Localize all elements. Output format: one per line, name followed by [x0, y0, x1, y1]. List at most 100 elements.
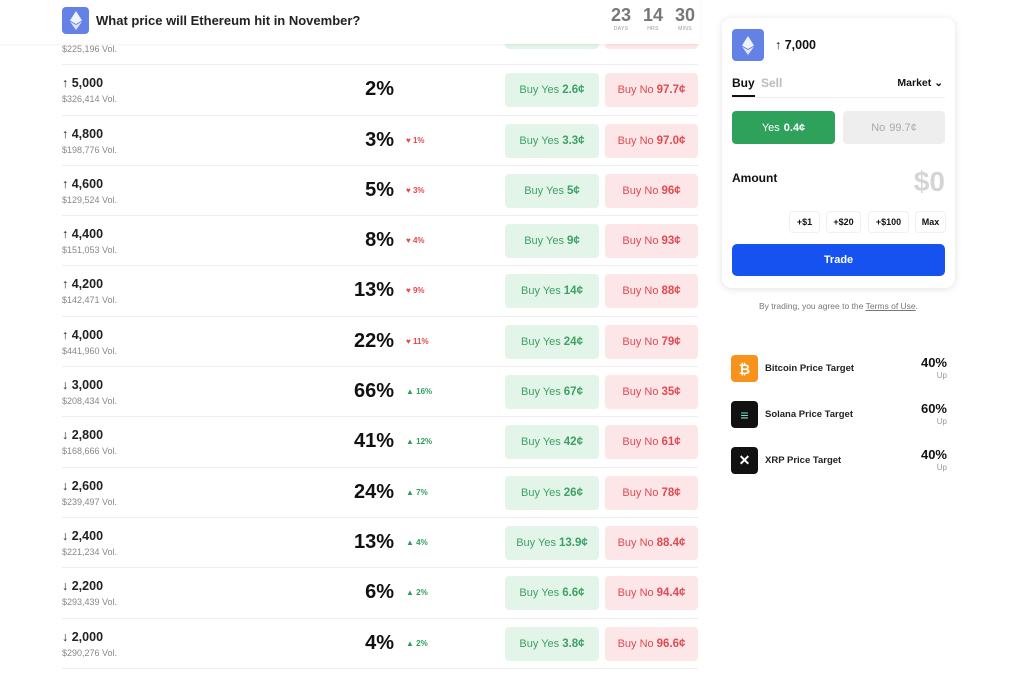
buy-no-button[interactable]: Buy No 35¢ [605, 375, 698, 410]
volume: $198,776 Vol. [62, 144, 118, 155]
table-row[interactable]: ↓ 2,400 $221,234 Vol. 13% ▲ 4% Buy Yes 13… [62, 518, 698, 569]
buy-yes-button[interactable]: Buy Yes 2.6¢ [505, 73, 599, 108]
tab-sell[interactable]: Sell [761, 76, 783, 90]
trade-panel: ↑ 7,000 Buy Sell Market ⌄ Yes 0.4¢ No 99.7… [722, 18, 955, 288]
tab-buy[interactable]: Buy [732, 76, 755, 97]
probability: 4% [365, 631, 394, 654]
terms-link[interactable]: Terms of Use [865, 301, 916, 311]
triangle-up-icon: ▲ [406, 638, 414, 648]
volume: $290,276 Vol. [62, 647, 118, 658]
countdown-mins: 30 MINS [674, 5, 696, 32]
buy-no-button[interactable]: Buy No 97.0¢ [605, 123, 698, 158]
market-header: What price will Ethereum hit in November… [0, 0, 700, 44]
add-1-button[interactable]: +$1 [789, 211, 820, 233]
change-indicator: ▲ 12% [406, 437, 433, 447]
table-row[interactable]: ↓ 2,800 $168,666 Vol. 41% ▲ 12% Buy Yes 4… [62, 417, 698, 468]
change-indicator: ▲ 4% [406, 537, 428, 547]
market-name: XRP Price Target [765, 455, 842, 466]
change-indicator: ♥ 11% [406, 336, 429, 346]
selected-outcome: ↑ 7,000 [775, 38, 817, 52]
no-option-button[interactable]: No 99.7¢ [843, 111, 945, 144]
market-probability: 40% [920, 355, 947, 370]
market-probability: 40% [920, 447, 947, 462]
table-row[interactable]: ↓ 2,600 $239,497 Vol. 24% ▲ 7% Buy Yes 26… [62, 468, 698, 518]
xrp-icon: ✕ [731, 447, 758, 474]
buy-yes-button[interactable]: Buy Yes 67¢ [505, 375, 599, 410]
table-row[interactable]: ↓ 2,200 $293,439 Vol. 6% ▲ 2% Buy Yes 6.6… [62, 568, 698, 619]
price-target: ↑ 4,800 [62, 126, 104, 141]
amount-input[interactable]: $0 [913, 166, 945, 197]
probability: 66% [353, 380, 394, 403]
buy-yes-button[interactable]: Buy Yes 26¢ [505, 475, 599, 510]
table-row[interactable]: ↑ 4,200 $142,471 Vol. 13% ♥ 9% Buy Yes 14… [62, 266, 698, 317]
terms-notice: By trading, you agree to the Terms of Us… [758, 301, 919, 311]
buy-no-button[interactable]: Buy No 96¢ [605, 173, 698, 208]
change-indicator: ▲ 7% [406, 487, 428, 497]
outcome-table: $225,196 Vol. ↑ 5,000 $326,414 Vol. 2% B… [62, 11, 698, 669]
chevron-down-icon: ⌄ [934, 77, 943, 89]
table-row[interactable]: ↓ 2,000 $290,276 Vol. 4% ▲ 2% Buy Yes 3.8… [62, 619, 698, 669]
table-row[interactable]: ↑ 4,600 $129,524 Vol. 5% ♥ 3% Buy Yes 5¢ … [62, 166, 698, 217]
volume: $151,053 Vol. [62, 245, 118, 256]
market-direction: Up [936, 463, 947, 472]
volume: $239,497 Vol. [62, 496, 118, 507]
add-100-button[interactable]: +$100 [868, 211, 909, 233]
probability: 41% [353, 430, 394, 453]
market-name: Solana Price Target [765, 409, 853, 420]
buy-no-button[interactable]: Buy No 88.4¢ [605, 525, 698, 560]
buy-no-button[interactable]: Buy No 96.6¢ [605, 626, 698, 661]
probability: 2% [365, 78, 394, 101]
buy-no-button[interactable]: Buy No 88¢ [605, 274, 698, 309]
heart-down-icon: ♥ [406, 236, 411, 246]
add-20-button[interactable]: +$20 [826, 211, 861, 233]
price-target: ↓ 2,400 [62, 528, 104, 543]
table-row[interactable]: ↓ 3,000 $208,434 Vol. 66% ▲ 16% Buy Yes 6… [62, 367, 698, 418]
change-indicator: ♥ 1% [406, 135, 425, 145]
buy-yes-button[interactable]: Buy Yes 9¢ [505, 224, 599, 259]
market-title: What price will Ethereum hit in November… [96, 13, 361, 28]
max-button[interactable]: Max [915, 211, 946, 233]
price-target: ↓ 2,600 [62, 478, 104, 493]
table-row[interactable]: ↑ 5,000 $326,414 Vol. 2% Buy Yes 2.6¢ Buy… [62, 65, 698, 116]
buy-yes-button[interactable]: Buy Yes 42¢ [505, 425, 599, 460]
table-row[interactable]: ↑ 4,000 $441,960 Vol. 22% ♥ 11% Buy Yes 2… [62, 317, 698, 368]
table-row[interactable]: ↑ 4,800 $198,776 Vol. 3% ♥ 1% Buy Yes 3.3… [62, 116, 698, 166]
ethereum-icon [62, 7, 89, 34]
volume: $221,234 Vol. [62, 546, 118, 557]
buy-no-button[interactable]: Buy No 94.4¢ [605, 576, 698, 611]
related-market-item[interactable]: ₿ Bitcoin Price Target 40% Up [731, 355, 947, 385]
buy-no-button[interactable]: Buy No 93¢ [605, 224, 698, 259]
buy-yes-button[interactable]: Buy Yes 13.9¢ [505, 525, 599, 560]
amount-label: Amount [732, 171, 778, 185]
buy-yes-button[interactable]: Buy Yes 24¢ [505, 324, 599, 359]
buy-yes-button[interactable]: Buy Yes 3.3¢ [505, 123, 599, 158]
buy-yes-button[interactable]: Buy Yes 6.6¢ [505, 576, 599, 611]
change-indicator: ♥ 9% [406, 286, 425, 296]
table-row[interactable]: ↑ 4,400 $151,053 Vol. 8% ♥ 4% Buy Yes 9¢ … [62, 216, 698, 267]
buy-yes-button[interactable]: Buy Yes 5¢ [505, 173, 599, 208]
price-target: ↓ 2,000 [62, 629, 104, 644]
heart-down-icon: ♥ [406, 185, 411, 195]
related-market-item[interactable]: ✕ XRP Price Target 40% Up [731, 447, 947, 477]
probability: 6% [365, 581, 394, 604]
buy-no-button[interactable]: Buy No 61¢ [605, 425, 698, 460]
order-type-dropdown[interactable]: Market ⌄ [897, 77, 943, 89]
buy-no-button[interactable]: Buy No 79¢ [605, 324, 698, 359]
trade-button[interactable]: Trade [732, 244, 945, 276]
buy-yes-button[interactable]: Buy Yes 14¢ [505, 274, 599, 309]
probability: 13% [353, 279, 394, 302]
price-target: ↑ 5,000 [62, 76, 104, 91]
related-market-item[interactable]: ≡ Solana Price Target 60% Up [731, 401, 947, 431]
market-direction: Up [936, 371, 947, 380]
volume: $441,960 Vol. [62, 345, 118, 356]
change-indicator: ♥ 3% [406, 185, 425, 195]
volume: $168,666 Vol. [62, 446, 118, 457]
price-target: ↓ 2,200 [62, 579, 104, 594]
yes-option-button[interactable]: Yes 0.4¢ [732, 111, 835, 144]
heart-down-icon: ♥ [406, 336, 411, 346]
probability: 24% [353, 480, 394, 503]
buy-no-button[interactable]: Buy No 97.7¢ [605, 73, 698, 108]
buy-yes-button[interactable]: Buy Yes 3.8¢ [505, 626, 599, 661]
change-indicator: ▲ 16% [406, 387, 433, 397]
buy-no-button[interactable]: Buy No 78¢ [605, 475, 698, 510]
